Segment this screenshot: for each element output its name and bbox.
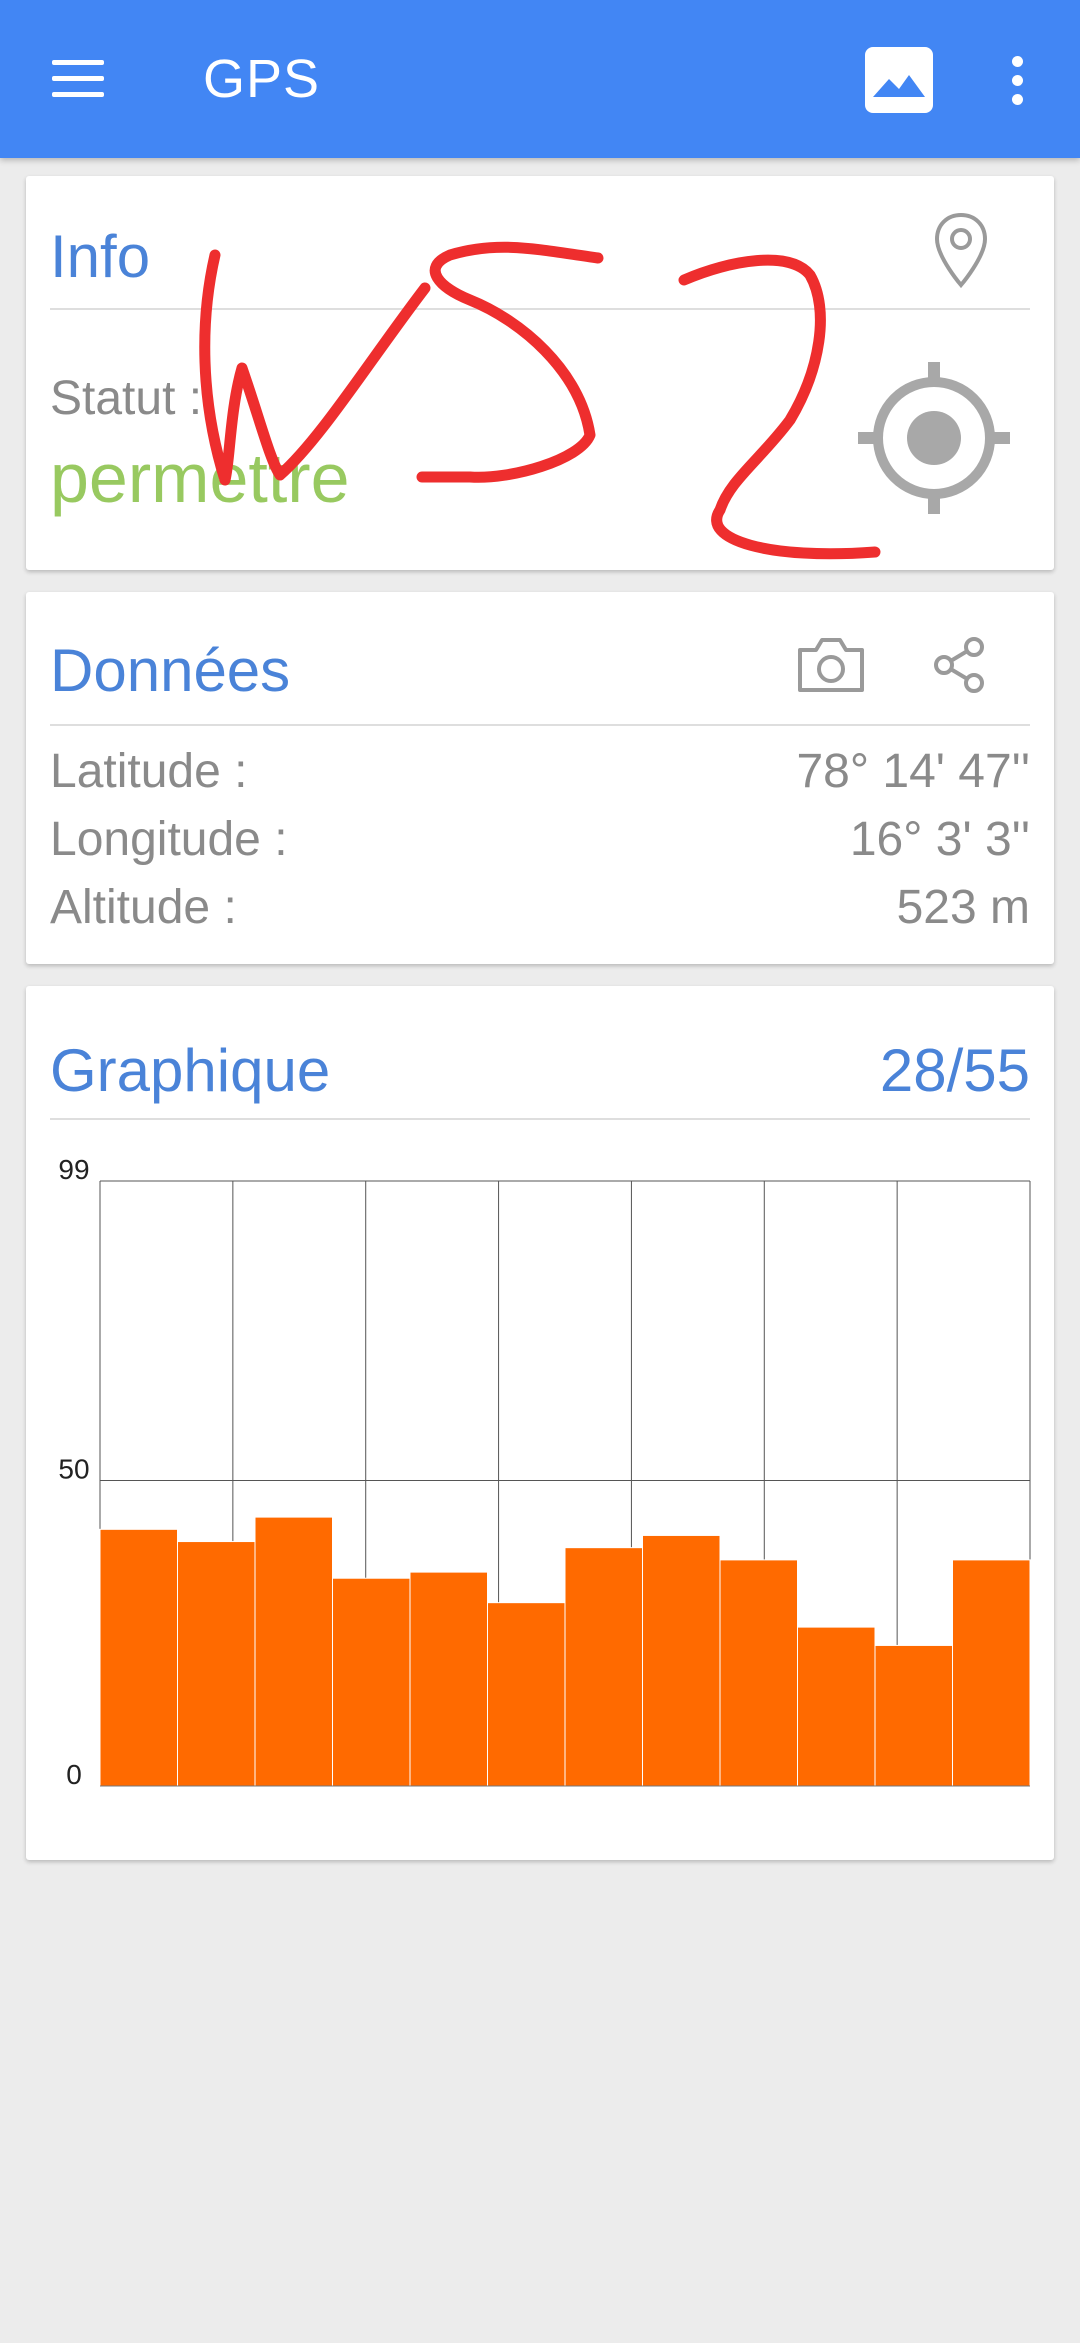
graphique-divider — [50, 1118, 1030, 1120]
app-bar: GPS — [0, 0, 1080, 158]
y-tick-label: 99 — [58, 1154, 89, 1185]
latitude-label: Latitude : — [50, 745, 248, 798]
bar — [409, 1571, 488, 1787]
statut-value: permettre — [50, 439, 350, 517]
info-divider — [50, 308, 1030, 310]
donnees-divider — [50, 724, 1030, 726]
altitude-value: 523 m — [896, 881, 1030, 934]
statut-label: Statut : — [50, 372, 203, 425]
bar — [797, 1626, 876, 1787]
graph-count: 28/55 — [879, 1037, 1030, 1104]
y-tick-label: 50 — [58, 1453, 89, 1484]
graphique-title: Graphique — [50, 1037, 331, 1104]
bar — [177, 1541, 256, 1787]
share-icon[interactable] — [928, 634, 990, 696]
bar — [564, 1547, 643, 1787]
altitude-label: Altitude : — [50, 881, 237, 934]
info-card: Info Statut : permettre — [26, 176, 1054, 570]
longitude-label: Longitude : — [50, 813, 288, 866]
bar — [99, 1528, 178, 1787]
more-vertical-icon[interactable] — [1004, 56, 1030, 106]
donnees-title: Données — [50, 637, 291, 704]
location-pin-icon[interactable] — [931, 211, 991, 291]
y-tick-label: 0 — [66, 1759, 82, 1790]
bar — [642, 1534, 721, 1787]
image-icon[interactable] — [865, 47, 933, 113]
data-card: Données Latitude : 78° 14' 47'' Longitud… — [26, 592, 1054, 964]
bar — [874, 1644, 953, 1787]
bar — [719, 1559, 798, 1787]
graph-card: Graphique 28/55 99 50 0 — [26, 986, 1054, 1860]
bar — [254, 1516, 333, 1787]
latitude-value: 78° 14' 47'' — [796, 745, 1030, 798]
bar — [952, 1559, 1031, 1787]
bar — [332, 1577, 411, 1787]
bar — [487, 1602, 566, 1787]
app-title: GPS — [203, 49, 321, 109]
info-title: Info — [50, 223, 151, 290]
bar-chart: 99 50 0 — [58, 1154, 1031, 1790]
gps-target-icon[interactable] — [854, 358, 1014, 518]
hamburger-menu-icon[interactable] — [48, 56, 108, 102]
longitude-value: 16° 3' 3'' — [849, 813, 1030, 866]
camera-icon[interactable] — [794, 634, 868, 696]
